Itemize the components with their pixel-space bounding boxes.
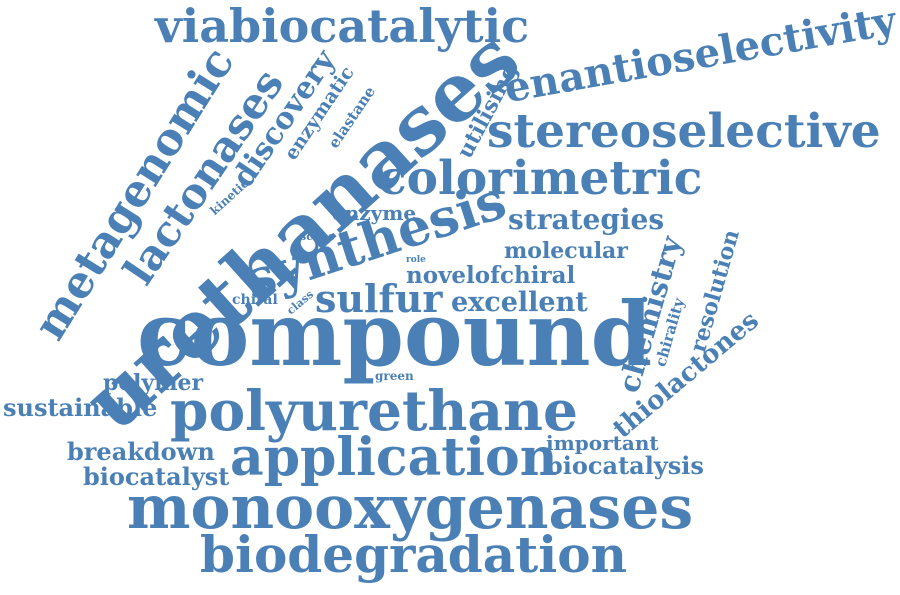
word-stereoselective: stereoselective	[487, 104, 881, 159]
word-excellent: excellent	[451, 287, 588, 318]
word-colorimetric: colorimetric	[378, 151, 703, 206]
word-strategies: strategies	[508, 203, 665, 236]
word-scope: scope	[300, 230, 335, 243]
word-important: important	[546, 431, 659, 455]
word-sustainable: sustainable	[3, 393, 158, 422]
word-compound: compound	[137, 282, 653, 386]
word-polymer: polymer	[103, 370, 204, 396]
word-monooxygenases: monooxygenases	[127, 473, 694, 543]
word-sulfur: sulfur	[315, 276, 443, 321]
word-molecular: molecular	[504, 238, 628, 264]
word-application: application	[230, 427, 558, 488]
word-biocatalyst: biocatalyst	[83, 462, 230, 491]
word-green: green	[375, 369, 414, 383]
word-role: role	[406, 255, 426, 265]
word-chiral: chiral	[232, 292, 278, 308]
word-novelofchiral: novelofchiral	[406, 262, 576, 289]
word-enantioselectivity: enantioselectivity	[500, 0, 900, 113]
word-polyurethane: polyurethane	[170, 378, 578, 443]
word-viabiocatalytic: viabiocatalytic	[155, 0, 530, 53]
word-biodegradation: biodegradation	[200, 525, 627, 584]
word-breakdown: breakdown	[67, 437, 215, 466]
word-biocatalysis: biocatalysis	[546, 451, 704, 480]
word-enzyme: enzyme	[332, 201, 417, 225]
